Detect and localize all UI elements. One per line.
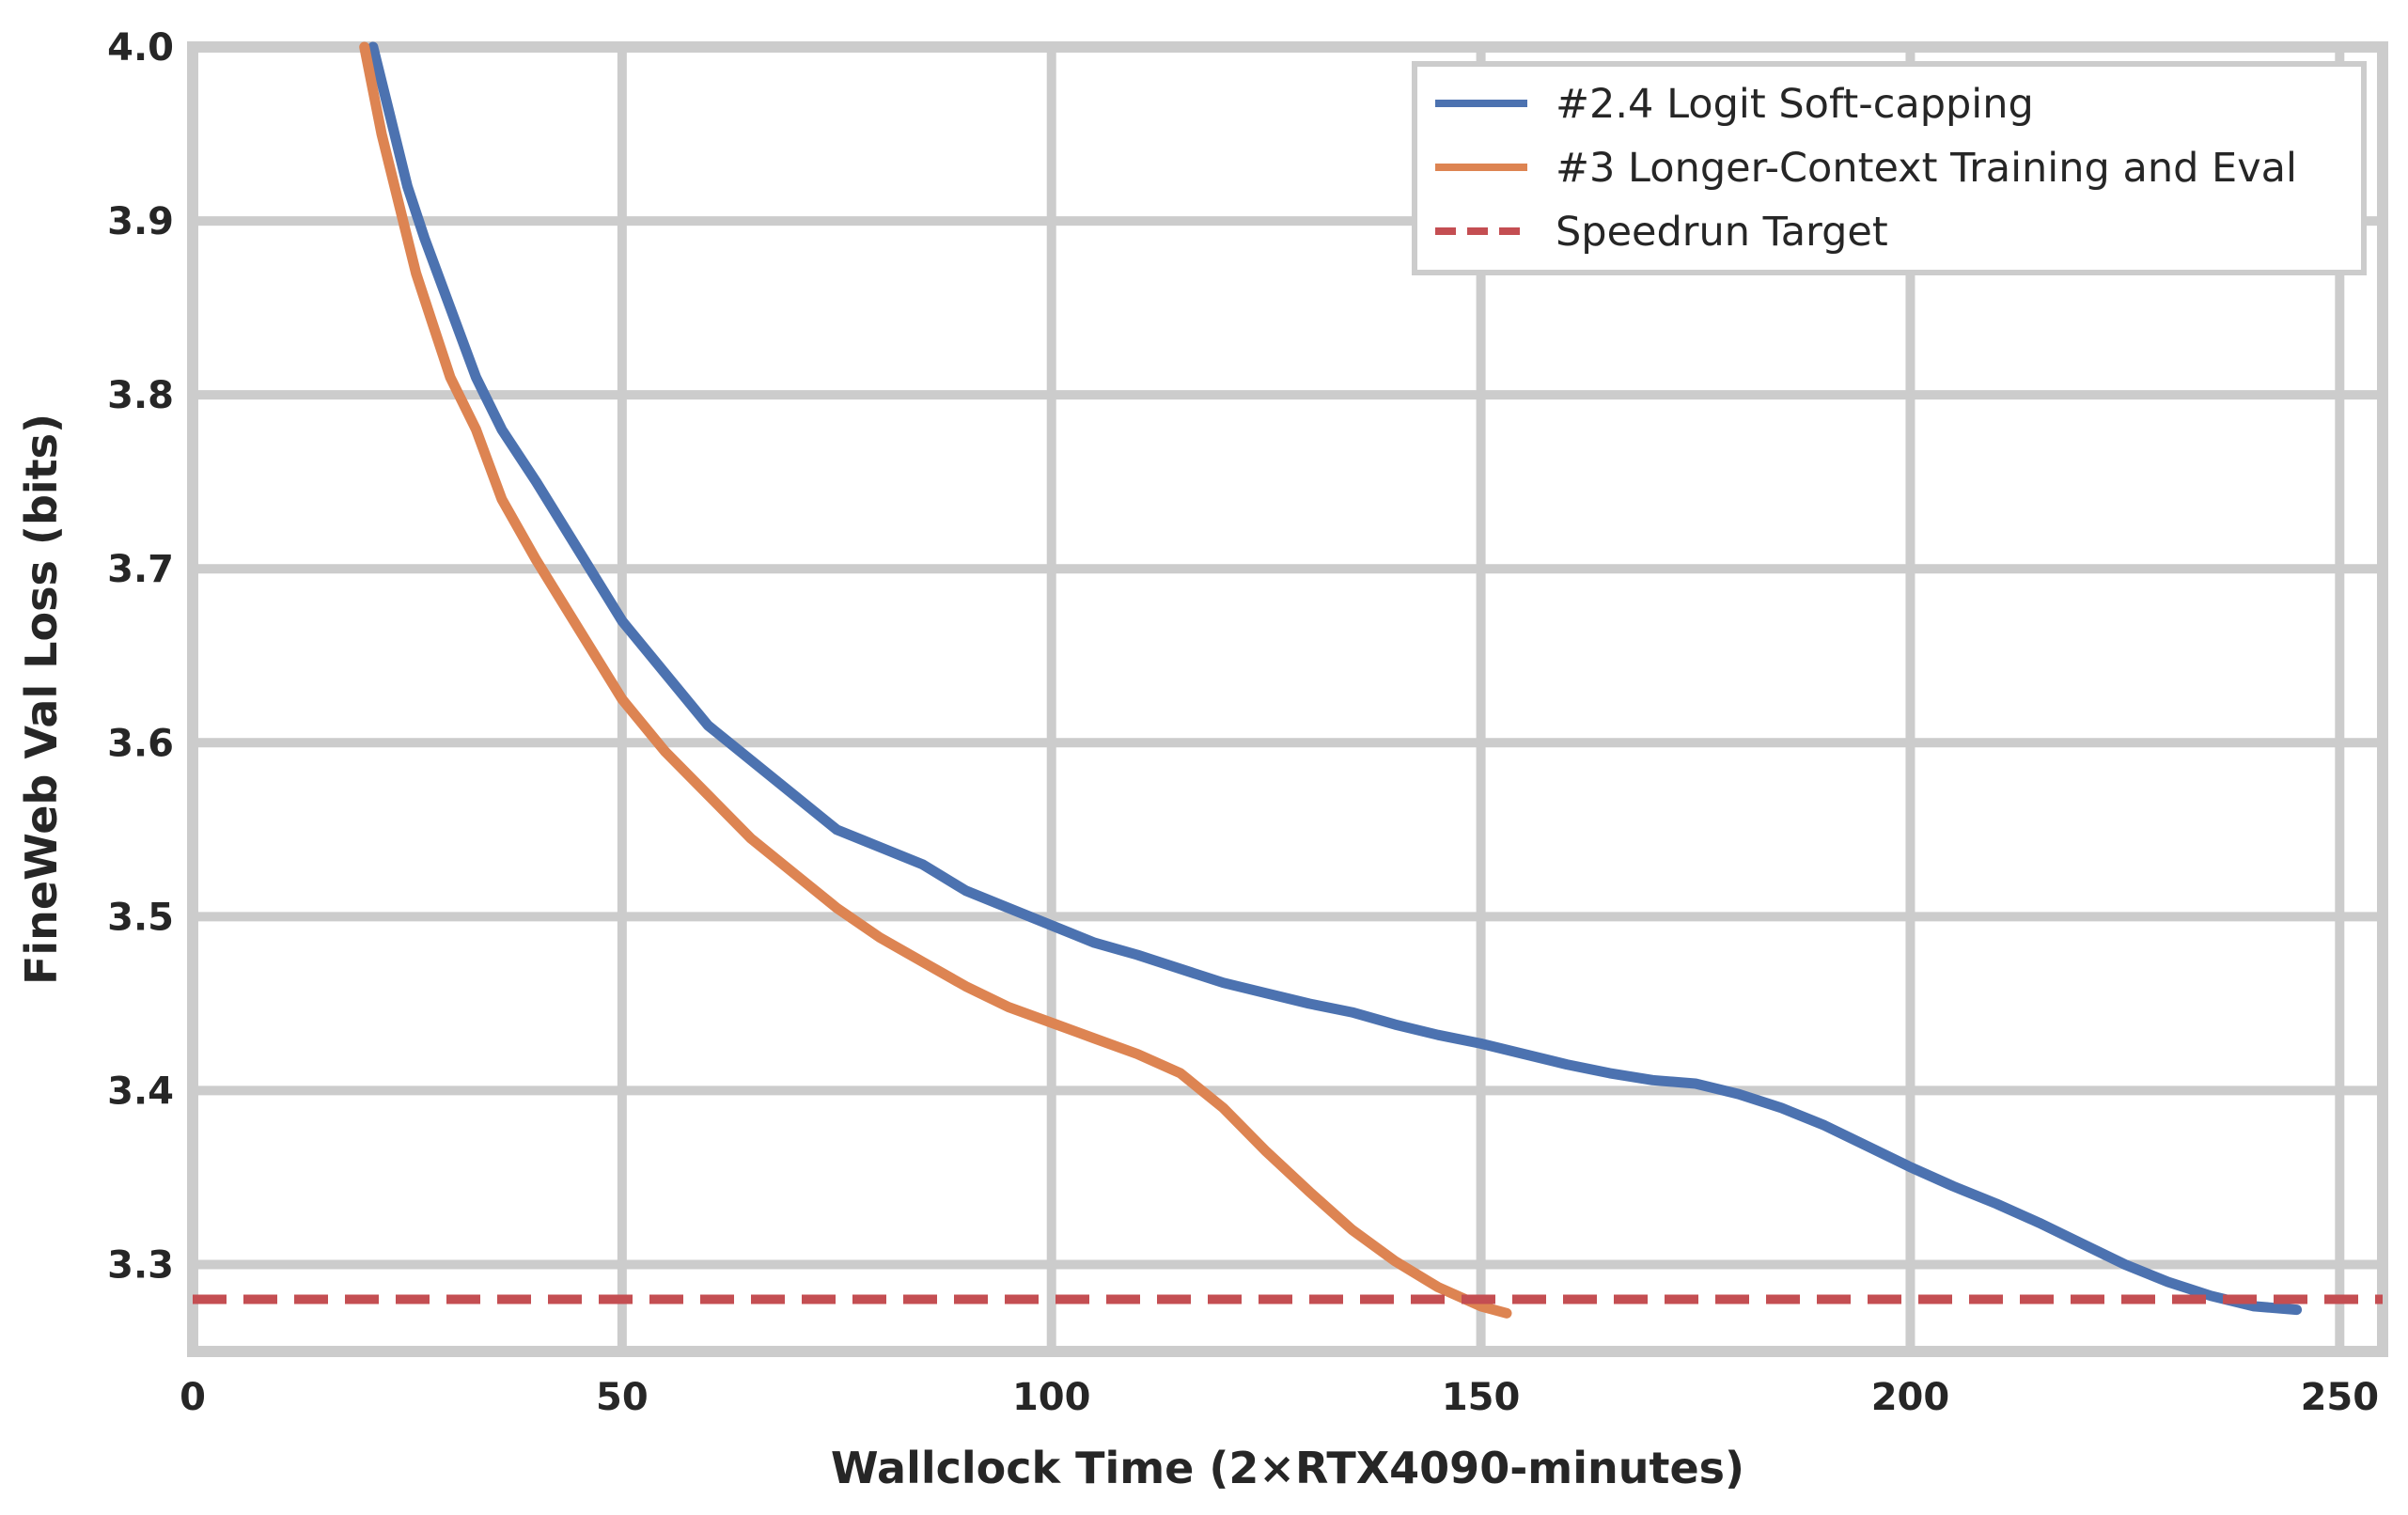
x-tick-label: 100: [1012, 1376, 1091, 1419]
legend-label-1: #2.4 Logit Soft-capping: [1556, 81, 2034, 128]
y-tick-label: 3.6: [107, 722, 174, 765]
x-axis-label: Wallclock Time (2×RTX4090-minutes): [831, 1443, 1744, 1493]
x-tick-label: 0: [180, 1376, 206, 1419]
y-tick-label: 3.9: [107, 200, 174, 243]
legend-box: [1412, 61, 2367, 275]
x-tick-label: 150: [1442, 1376, 1521, 1419]
y-tick-label: 3.8: [107, 374, 174, 417]
legend-label-3: Speedrun Target: [1556, 209, 1888, 256]
x-tick-label: 250: [2301, 1376, 2380, 1419]
x-tick-label: 200: [1871, 1376, 1950, 1419]
y-axis-label: FineWeb Val Loss (bits): [16, 414, 67, 985]
legend: #2.4 Logit Soft-capping #3 Longer-Context…: [1412, 61, 2367, 275]
tick-labels: 0 50 100 150 200 250 3.3 3.4 3.5 3.6 3.7 3.8 3.9 4.0: [107, 26, 2379, 1419]
y-tick-label: 3.4: [107, 1070, 174, 1113]
series-line-2: [359, 41, 1512, 1319]
y-tick-label: 3.7: [107, 548, 174, 591]
x-tick-label: 50: [596, 1376, 649, 1419]
series-layer: [193, 41, 2383, 1319]
plot-frame: [187, 41, 2388, 1357]
series-line-1: [367, 41, 2303, 1316]
legend-label-2: #3 Longer-Context Training and Eval: [1556, 145, 2297, 192]
y-tick-label: 3.5: [107, 896, 174, 939]
y-tick-label: 4.0: [107, 26, 174, 70]
y-tick-label: 3.3: [107, 1243, 174, 1287]
